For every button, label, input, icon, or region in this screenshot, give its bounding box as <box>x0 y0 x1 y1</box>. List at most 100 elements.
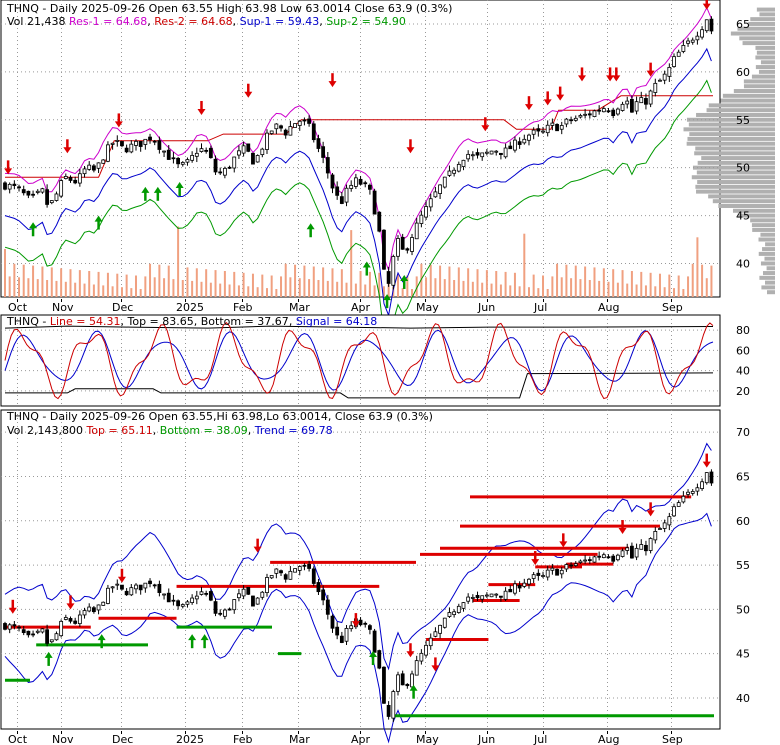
price-candle-body <box>606 110 611 113</box>
trend-candle-body <box>82 610 87 616</box>
price-candle-body <box>499 152 503 156</box>
price-candle-body <box>573 117 578 121</box>
price-candle-body <box>391 256 396 286</box>
trend-candle-body <box>129 587 134 596</box>
price-candle-body <box>536 128 541 132</box>
volume-profile-bar <box>692 165 775 170</box>
volume-bar <box>106 272 109 297</box>
trend-candle-body <box>101 601 106 606</box>
stochastic-ytick-label: 80 <box>736 324 750 337</box>
trend-ytick-label: 65 <box>736 470 750 483</box>
volume-bar <box>27 278 30 297</box>
volume-bar <box>439 265 442 297</box>
price-candle-body <box>419 214 424 224</box>
volume-bar <box>504 271 507 297</box>
price-candle-body <box>194 152 199 157</box>
trend-candle-body <box>494 593 499 596</box>
volume-bar <box>710 265 713 297</box>
volume-profile-bar <box>720 98 775 103</box>
trend-candle-body <box>166 592 171 603</box>
trend-candle-body <box>134 584 138 590</box>
price-buy-arrow-head <box>141 186 150 193</box>
trend-candle-body <box>382 666 386 704</box>
trend-candle-body <box>484 594 489 597</box>
price-candle-body <box>152 140 157 143</box>
volume-bar <box>209 282 212 297</box>
volume-bar <box>205 269 208 297</box>
trend-candle-body <box>667 516 672 526</box>
trend-candle-body <box>452 611 457 615</box>
price-candle-body <box>204 149 209 152</box>
trend-candle-body <box>232 599 237 611</box>
trend-sell-arrow-head <box>559 541 568 548</box>
price-candle-body <box>639 97 644 104</box>
price-sell-arrow-head <box>543 99 552 106</box>
volume-profile-bar <box>761 285 775 290</box>
trend-candle-body <box>185 601 190 605</box>
price-ytick-label: 50 <box>736 162 750 175</box>
trend-candle-body <box>681 495 686 503</box>
volume-bar <box>499 284 502 297</box>
volume-bar <box>658 273 661 297</box>
trend-candle-body <box>106 587 110 604</box>
volume-bar <box>443 279 446 297</box>
trend-candle-body <box>433 631 438 637</box>
trend-candle-body <box>190 597 195 603</box>
trend-candle-body <box>171 599 176 602</box>
volume-bar <box>373 285 376 297</box>
trend-candle-body <box>199 591 204 595</box>
volume-bar <box>32 265 35 297</box>
trend-xtick-label: Oct <box>8 733 28 745</box>
price-candle-body <box>475 152 480 156</box>
trend-candle-body <box>35 630 40 633</box>
volume-profile-bar <box>750 218 775 223</box>
trend-candle-body <box>424 644 428 656</box>
volume-profile-bar <box>691 175 775 180</box>
trend-candle-body <box>686 491 690 495</box>
trend-candle-body <box>96 604 101 611</box>
price-candle-body <box>658 79 662 82</box>
price-sell-arrow-head <box>406 147 415 154</box>
trend-candle-body <box>639 544 644 550</box>
price-candle-body <box>260 148 265 156</box>
price-candle-body <box>541 130 545 133</box>
volume-bar <box>158 264 161 297</box>
price-candle-body <box>148 136 152 141</box>
trend-candle-body <box>625 547 630 551</box>
volume-bar <box>74 282 77 297</box>
trend-candle-body <box>559 569 564 575</box>
volume-profile-bar <box>756 7 775 12</box>
price-buy-arrow-head <box>383 294 392 301</box>
price-candle-body <box>489 150 494 155</box>
trend-candle-body <box>358 619 363 626</box>
price-candle-body <box>461 159 466 167</box>
price-candle-body <box>564 118 569 125</box>
price-xtick-label: 2025 <box>176 301 204 314</box>
volume-bar <box>584 266 587 297</box>
volume-profile-bar <box>758 69 775 74</box>
volume-bar <box>78 270 81 297</box>
volume-bar <box>219 283 222 297</box>
volume-bar <box>149 263 152 297</box>
volume-bar <box>317 280 320 297</box>
price-candle-body <box>676 51 681 57</box>
price-candle-body <box>405 248 410 251</box>
trend-candle-body <box>372 630 377 653</box>
price-sell-arrow-head <box>646 70 655 77</box>
trend-candle-body <box>7 624 12 630</box>
price-candle-body <box>279 125 283 129</box>
volume-bar <box>471 281 474 297</box>
trend-buy-arrow-head <box>188 634 197 641</box>
trend-candle-body <box>138 584 143 591</box>
price-sell-arrow-head <box>578 75 587 82</box>
trend-candle-body <box>162 593 166 596</box>
trend-candle-body <box>461 602 466 609</box>
volume-profile-bar <box>688 122 775 127</box>
volume-profile-bar <box>718 203 775 208</box>
volume-bar <box>429 264 432 297</box>
price-candle-body <box>12 183 17 186</box>
volume-bar <box>509 285 512 297</box>
price-candle-body <box>115 139 120 142</box>
trend-candle-body <box>438 624 442 634</box>
trend-lower-band <box>4 512 712 744</box>
